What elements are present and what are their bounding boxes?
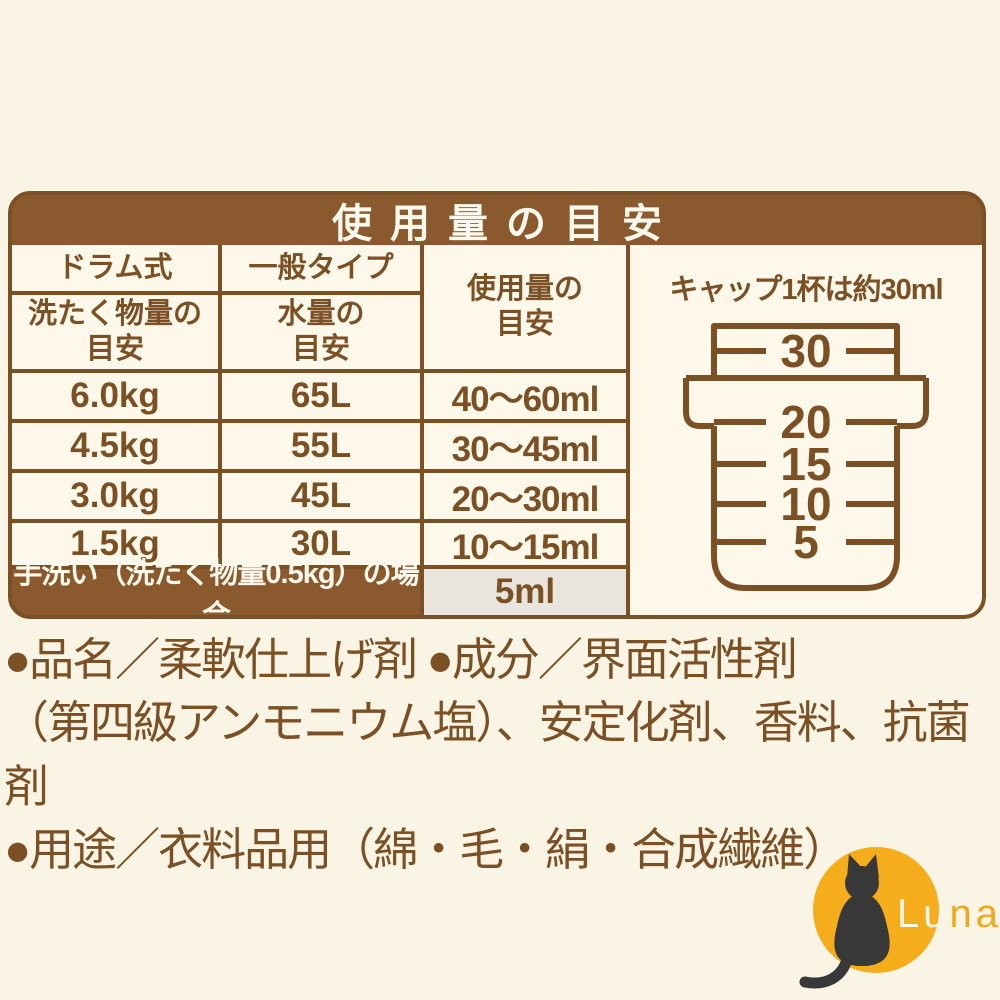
- cell-load-0: 6.0kg: [12, 373, 218, 419]
- luna-brand-text: Luna: [897, 892, 1000, 937]
- measuring-cap-illustration: 30 20 15 10 5: [683, 323, 929, 591]
- header-usage: 使用量の 目安: [424, 245, 626, 369]
- luna-logo: Luna: [793, 842, 998, 997]
- header-general-sub: 水量の 目安: [222, 295, 420, 369]
- usage-table: 使用量の目安 ドラム式 一般タイプ 使用量の 目安 キャップ1杯は約30ml: [8, 191, 986, 619]
- cap-volume-label: キャップ1杯は約30ml: [669, 274, 943, 306]
- cap-diagram-cell: キャップ1杯は約30ml 30 20 15: [630, 245, 982, 615]
- cell-usage-1: 30〜45ml: [424, 423, 626, 469]
- header-general-type: 一般タイプ: [222, 245, 420, 291]
- cell-usage-2: 20〜30ml: [424, 473, 626, 519]
- cell-usage-3: 10〜15ml: [424, 523, 626, 567]
- cell-water-0: 65L: [222, 373, 420, 419]
- cap-scale-10: 10: [780, 478, 831, 530]
- cell-usage-0: 40〜60ml: [424, 373, 626, 419]
- luna-brand-text-on-moon: Lu: [897, 892, 950, 936]
- note-line-ingredients: （第四級アンモニウム塩）、安定化剤、香料、抗菌剤: [4, 697, 971, 812]
- hand-wash-label: 手洗い（洗たく物量0.5kg）の場合: [12, 558, 420, 619]
- note-line-product-name: ●品名／柔軟仕上げ剤 ●成分／界面活性剤: [4, 634, 798, 685]
- cell-water-2: 45L: [222, 473, 420, 519]
- luna-brand-text-off-moon: na: [949, 892, 1000, 936]
- cell-load-2: 3.0kg: [12, 473, 218, 519]
- cell-load-3: 1.5kg: [12, 523, 218, 565]
- cat-icon: [799, 854, 890, 989]
- product-notes: ●品名／柔軟仕上げ剤 ●成分／界面活性剤 （第四級アンモニウム塩）、安定化剤、香…: [4, 628, 996, 882]
- cap-scale-5: 5: [793, 516, 819, 568]
- usage-table-title: 使用量の目安: [12, 195, 982, 246]
- cell-load-1: 4.5kg: [12, 423, 218, 469]
- header-drum-sub: 洗たく物量の 目安: [12, 295, 218, 369]
- hand-wash-value: 5ml: [424, 569, 626, 615]
- usage-table-grid: ドラム式 一般タイプ 使用量の 目安 キャップ1杯は約30ml: [12, 245, 982, 615]
- note-line-usage: ●用途／衣料品用（綿・毛・絹・合成繊維）: [4, 824, 848, 876]
- cell-water-1: 55L: [222, 423, 420, 469]
- cap-scale-30: 30: [780, 325, 831, 377]
- cap-scale-15: 15: [780, 438, 831, 490]
- cell-water-3: 30L: [222, 523, 420, 565]
- cap-scale-20: 20: [780, 396, 831, 448]
- header-drum-type: ドラム式: [12, 245, 218, 291]
